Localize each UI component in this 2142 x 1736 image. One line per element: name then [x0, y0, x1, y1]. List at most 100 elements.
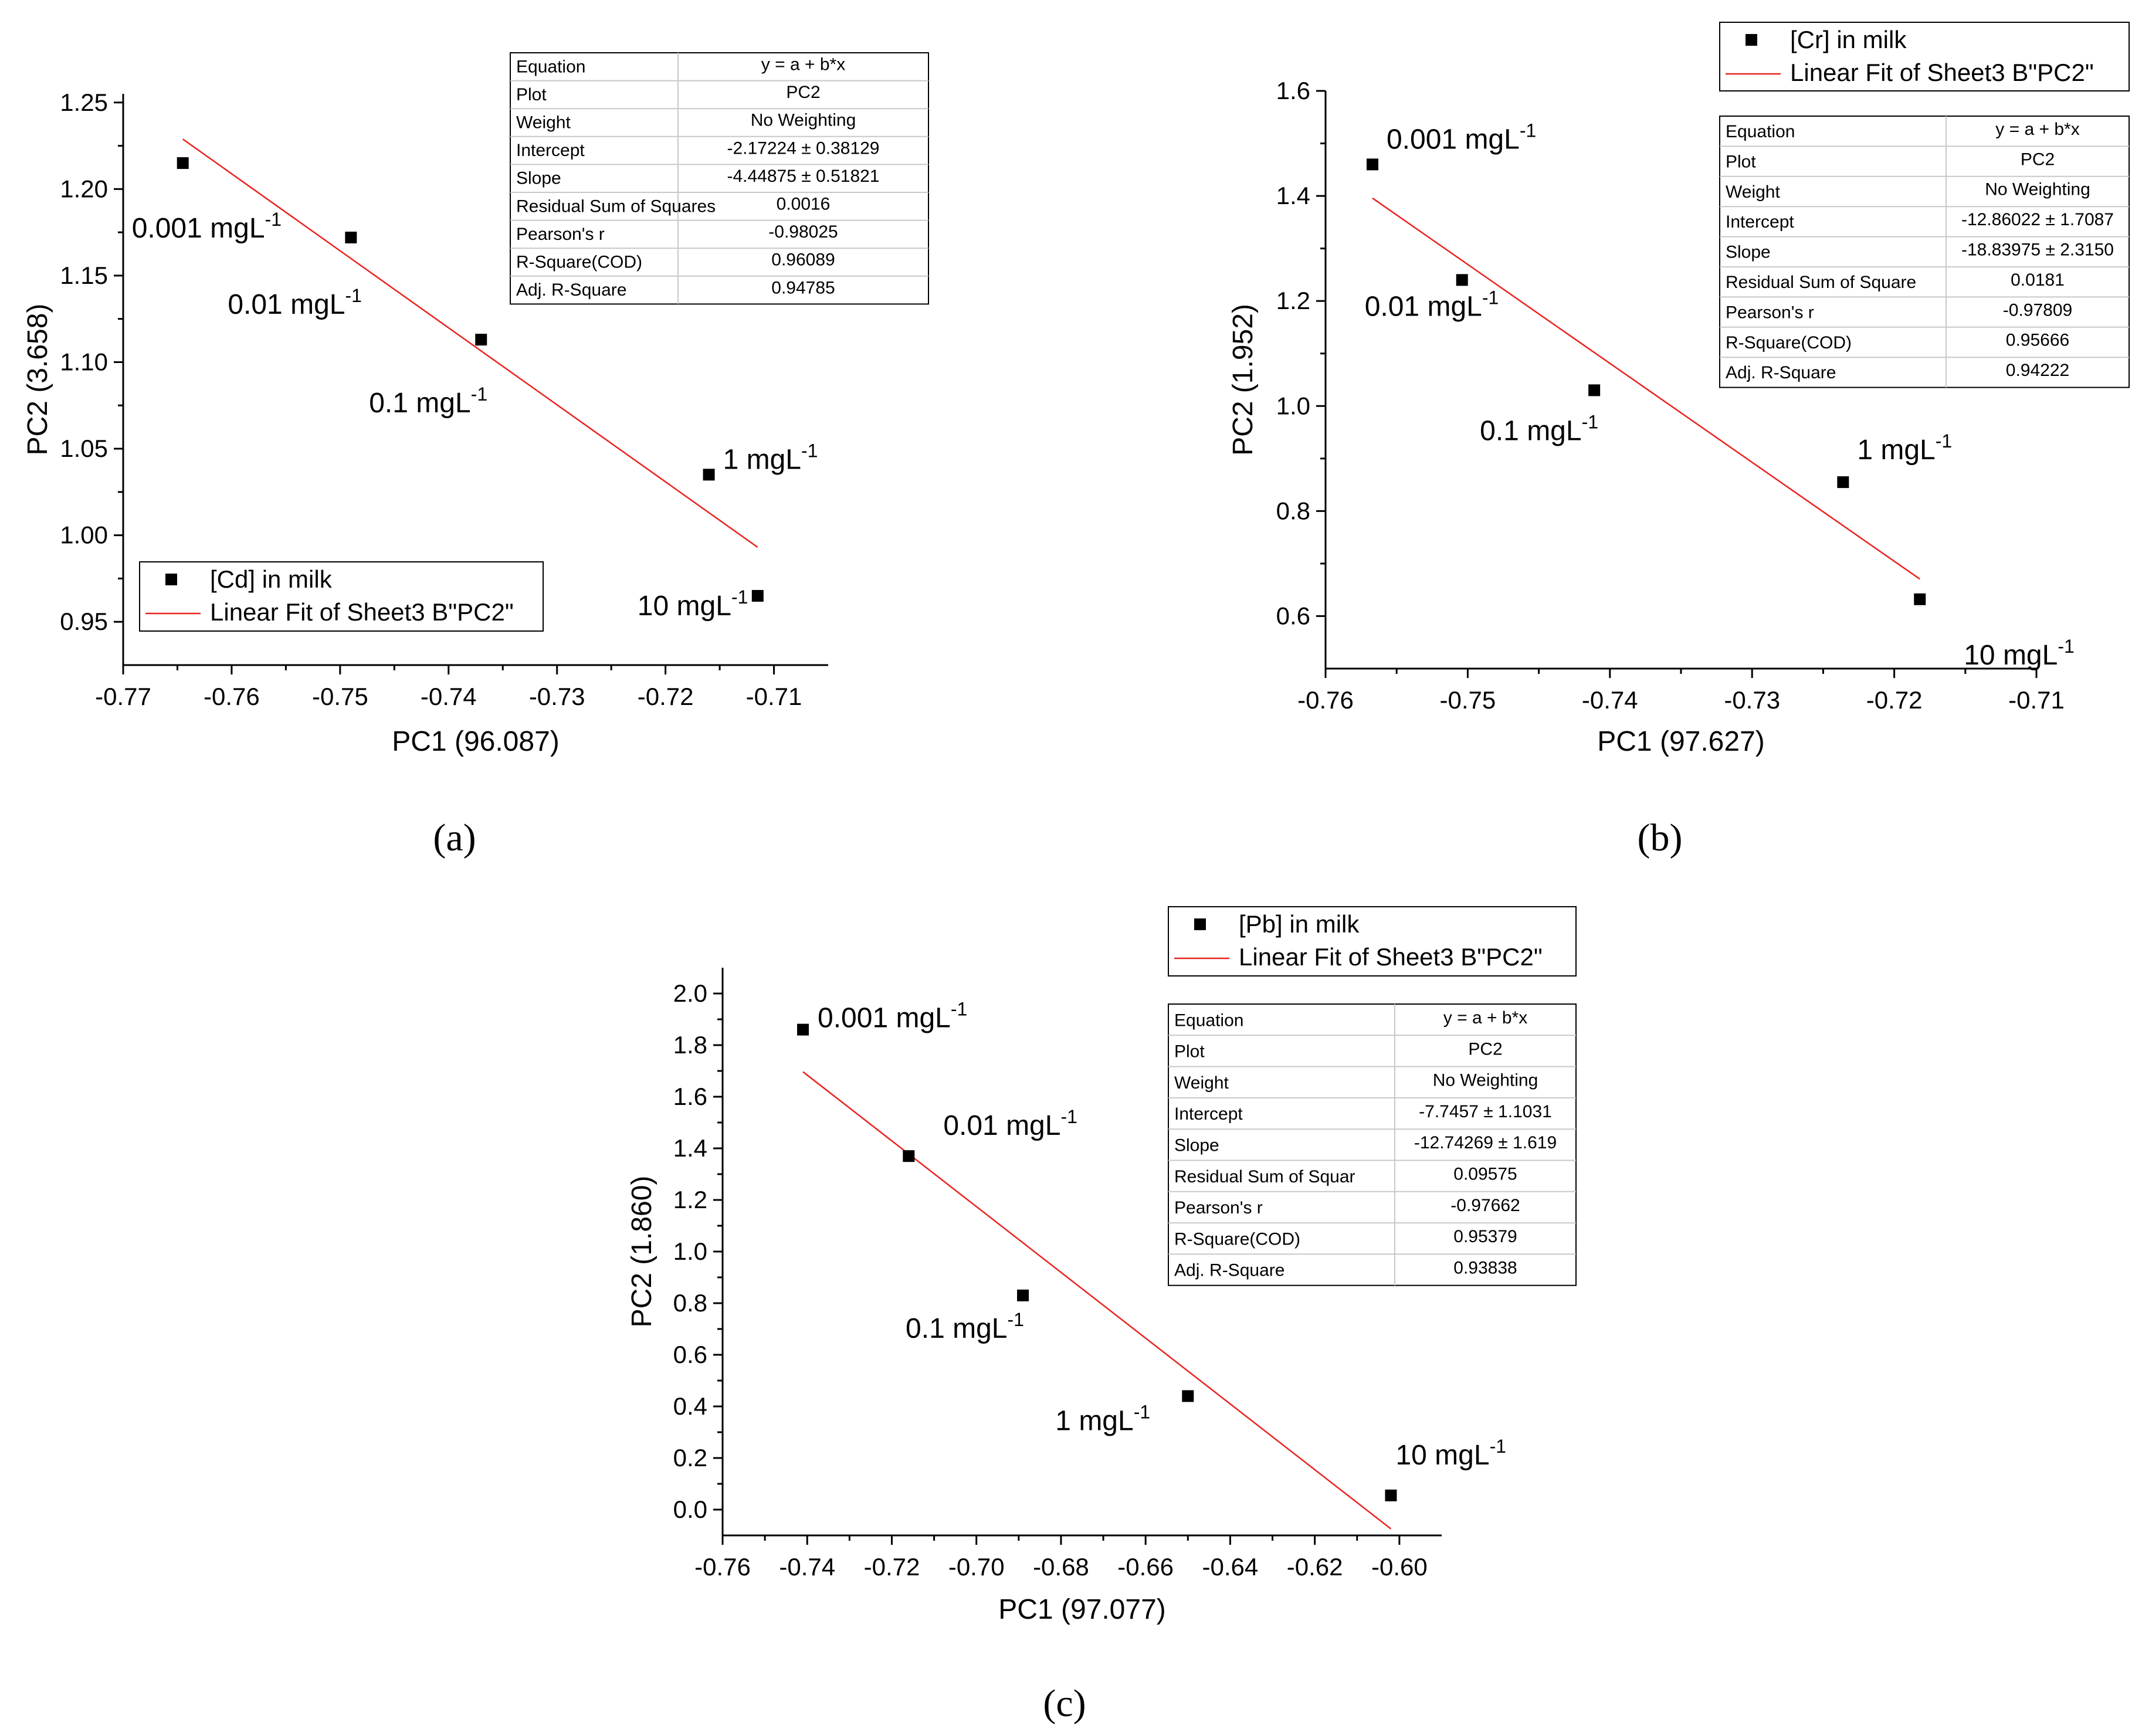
table-cell-label: Residual Sum of Squar — [1174, 1167, 1355, 1186]
point-label: 10 mgL-1 — [1964, 636, 2075, 671]
table-cell-label: Adj. R-Square — [1726, 363, 1836, 382]
x-tick-label: -0.72 — [1866, 686, 1923, 714]
table-cell-label: Slope — [1174, 1136, 1219, 1155]
point-label: 1 mgL-1 — [1055, 1401, 1150, 1436]
point-label: 0.001 mgL-1 — [132, 209, 282, 244]
panel-label: (a) — [433, 816, 476, 859]
table-cell-value: 0.95379 — [1453, 1227, 1517, 1246]
y-tick-label: 1.2 — [1276, 287, 1310, 314]
y-tick-label: 2.0 — [673, 979, 707, 1007]
x-tick-label: -0.75 — [1440, 686, 1496, 714]
data-point — [1837, 476, 1849, 489]
y-tick-label: 0.4 — [673, 1392, 707, 1420]
table-cell-label: R-Square(COD) — [1174, 1229, 1300, 1249]
y-axis-title: PC2 (1.952) — [1228, 304, 1259, 456]
table-cell-value: PC2 — [2021, 150, 2055, 169]
y-axis-title: PC2 (1.860) — [626, 1176, 657, 1328]
legend-series-label: [Pb] in milk — [1239, 910, 1360, 938]
table-cell-value: 0.93838 — [1453, 1258, 1517, 1277]
table-cell-value: -12.74269 ± 1.619 — [1414, 1133, 1557, 1152]
table-cell-label: Pearson's r — [516, 225, 605, 244]
table-cell-label: Weight — [1726, 182, 1780, 202]
table-cell-value: PC2 — [1468, 1039, 1502, 1059]
legend-marker — [165, 574, 177, 585]
table-cell-value: 0.0181 — [2011, 270, 2065, 290]
table-cell-value: -4.44875 ± 0.51821 — [727, 167, 879, 186]
table-cell-label: Slope — [1726, 243, 1771, 262]
table-cell-value: PC2 — [786, 83, 820, 102]
panel-label: (b) — [1638, 816, 1683, 859]
table-cell-value: y = a + b*x — [761, 55, 845, 74]
table-cell-label: Intercept — [1726, 212, 1794, 232]
table-cell-value: -0.98025 — [768, 222, 838, 242]
y-tick-label: 1.0 — [673, 1237, 707, 1265]
legend-border — [139, 561, 544, 632]
chart-panel-a: -0.77 -0.76 -0.75 -0.74 -0.73 -0.72 -0.71 0.95 1… — [22, 52, 929, 859]
point-label: 0.01 mgL-1 — [228, 285, 362, 320]
y-tick-label: 0.2 — [673, 1444, 707, 1471]
data-point — [797, 1023, 809, 1036]
table-cell-value: -7.7457 ± 1.1031 — [1419, 1102, 1552, 1121]
y-tick-label: 1.0 — [1276, 392, 1310, 419]
table-cell-value: -0.97662 — [1450, 1196, 1520, 1215]
x-tick-label: -0.72 — [638, 683, 694, 710]
y-axis-title: PC2 (3.658) — [22, 304, 53, 456]
table-cell-label: Pearson's r — [1174, 1198, 1263, 1218]
point-label: 1 mgL-1 — [723, 440, 818, 475]
y-tick-label: 1.6 — [1276, 77, 1310, 104]
x-tick-label: -0.76 — [204, 683, 260, 710]
table-cell-value: -2.17224 ± 0.38129 — [727, 138, 879, 158]
x-axis-title: PC1 (96.087) — [392, 726, 560, 757]
data-point — [1017, 1289, 1029, 1301]
linear-fit-line — [1372, 197, 1920, 580]
table-cell-label: Equation — [1726, 122, 1795, 141]
linear-fit-line — [182, 138, 758, 548]
table-cell-label: R-Square(COD) — [516, 253, 642, 272]
legend-pb: [Pb] in milk Linear Fit of Sheet3 B"PC2" — [1168, 906, 1577, 976]
table-border — [1168, 1003, 1577, 1286]
y-tick-label: 0.6 — [1276, 602, 1310, 629]
table-cell-value: No Weighting — [751, 111, 856, 130]
x-tick-label: -0.68 — [1033, 1553, 1089, 1581]
data-point — [177, 157, 189, 169]
panel-label: (c) — [1043, 1682, 1086, 1725]
x-tick-label: -0.77 — [95, 683, 151, 710]
chart-panel-b: -0.76 -0.75 -0.74 -0.73 -0.72 -0.71 0.6 0.8 1.0 1… — [1228, 22, 2130, 859]
point-label: 10 mgL-1 — [638, 586, 748, 622]
table-cell-label: Adj. R-Square — [1174, 1261, 1284, 1280]
table-cell-value: 0.0016 — [777, 195, 831, 214]
x-tick-label: -0.74 — [779, 1553, 835, 1581]
point-label: 10 mgL-1 — [1395, 1436, 1506, 1471]
fit-statistics-table: Equation y = a + b*x Plot PC2 Weight No Weigh… — [1168, 1003, 1577, 1286]
table-cell-value: 0.96089 — [771, 250, 835, 270]
table-cell-value: y = a + b*x — [1995, 120, 2079, 139]
x-tick-label: -0.75 — [312, 683, 368, 710]
x-tick-label: -0.60 — [1371, 1553, 1428, 1581]
table-cell-label: Equation — [516, 57, 585, 76]
x-tick-label: -0.70 — [948, 1553, 1005, 1581]
point-label: 0.1 mgL-1 — [1480, 411, 1598, 446]
data-point — [1385, 1489, 1397, 1501]
x-tick-label: -0.74 — [421, 683, 477, 710]
table-cell-label: Adj. R-Square — [516, 280, 626, 300]
point-label: 1 mgL-1 — [1857, 430, 1952, 466]
y-tick-label: 0.0 — [673, 1496, 707, 1523]
table-cell-label: Equation — [1174, 1011, 1243, 1030]
x-tick-label: -0.64 — [1202, 1553, 1259, 1581]
table-cell-label: Intercept — [516, 141, 585, 160]
y-tick-label: 1.10 — [60, 348, 108, 375]
table-cell-label: Plot — [516, 85, 547, 104]
table-cell-value: No Weighting — [1433, 1071, 1538, 1090]
table-cell-label: Slope — [516, 169, 561, 188]
legend-marker — [1194, 918, 1206, 930]
table-cell-label: Plot — [1726, 152, 1756, 171]
data-point — [475, 334, 487, 346]
table-cell-value: 0.94785 — [771, 278, 835, 297]
table-cell-label: Residual Sum of Squares — [516, 196, 716, 216]
data-point — [903, 1150, 915, 1162]
linear-fit-line — [802, 1071, 1392, 1530]
y-tick-label: 1.2 — [673, 1186, 707, 1213]
table-cell-label: Residual Sum of Square — [1726, 273, 1916, 292]
x-tick-label: -0.76 — [1297, 686, 1354, 714]
